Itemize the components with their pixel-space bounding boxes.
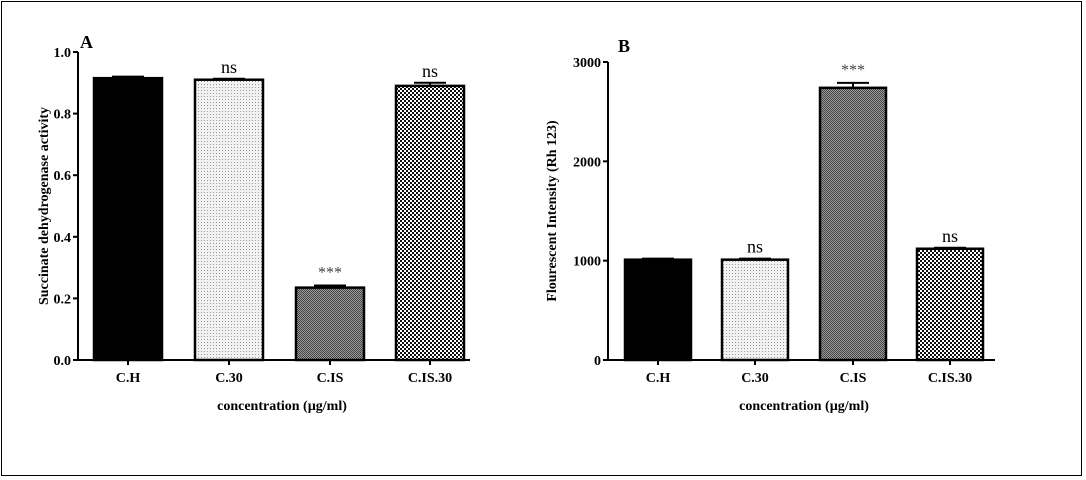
panel-b-x-tick-label: C.30 [741, 371, 769, 386]
panel-a-bar-c-is-30 [394, 84, 466, 362]
panel-b-y-tick-label: 0 [594, 354, 601, 369]
panel-a-x-tick-label: C.30 [215, 371, 243, 386]
panel-a-y-tick-label: 0.0 [54, 354, 72, 369]
panel-b-significance-label: ns [942, 226, 958, 246]
panel-a-chart: A Succinate dehydrogenase activity conce… [37, 32, 470, 414]
panel-a-y-tick-label: 0.6 [54, 169, 72, 184]
panel-b-significance-label: ns [747, 237, 763, 257]
panel-a-bar-c-is [294, 286, 366, 362]
panel-b-bar-c-30 [720, 258, 790, 362]
panel-a-y-axis-label: Succinate dehydrogenase activity [37, 107, 52, 305]
panel-a-y-tick-label: 1.0 [54, 46, 72, 61]
panel-a-x-axis-label: concentration (µg/ml) [217, 399, 347, 414]
panel-a-bar-c-h [92, 76, 164, 362]
panel-b-y-tick-label: 3000 [573, 56, 601, 71]
panel-b-chart: B Flourescent Intensity (Rh 123) concent… [545, 36, 995, 414]
panel-a-label: A [80, 32, 93, 52]
panel-b-significance-label: *** [841, 62, 865, 79]
panel-b-x-tick-label: C.H [646, 371, 671, 386]
panel-b-y-tick-label: 1000 [573, 255, 601, 270]
panel-b-x-axis-label: concentration (µg/ml) [739, 399, 869, 414]
panel-b-bar-c-is [818, 86, 888, 362]
panel-a-y-tick-label: 0.2 [54, 292, 72, 307]
panel-a-significance-label: ns [221, 57, 237, 77]
panel-a-bar-c-30 [193, 78, 265, 362]
panel-a-y-tick-label: 0.4 [54, 231, 72, 246]
panel-b-y-tick-label: 2000 [573, 155, 601, 170]
panel-b-bar-c-h [623, 258, 693, 362]
panel-a-x-tick-label: C.H [116, 371, 141, 386]
panel-b-x-tick-label: C.IS.30 [928, 371, 972, 386]
panel-a-x-tick-label: C.IS [317, 371, 344, 386]
panel-b-label: B [618, 36, 630, 56]
panel-a-x-tick-label: C.IS.30 [408, 371, 452, 386]
panel-b-x-tick-label: C.IS [840, 371, 867, 386]
panel-b-y-axis-label: Flourescent Intensity (Rh 123) [545, 120, 560, 302]
panel-a-y-tick-label: 0.8 [54, 108, 72, 123]
panel-a-significance-label: *** [318, 264, 342, 281]
panel-b-bar-c-is-30 [915, 247, 985, 362]
panel-a-significance-label: ns [422, 61, 438, 81]
